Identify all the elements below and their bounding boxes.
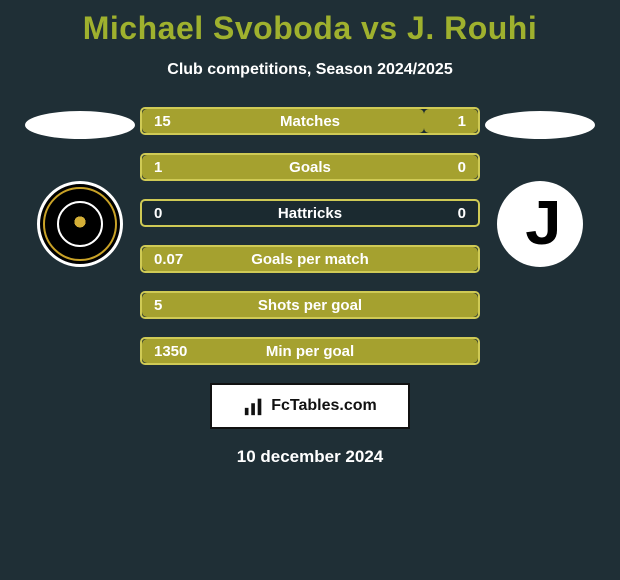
stat-row: 151Matches bbox=[140, 107, 480, 135]
bar-fill-left bbox=[142, 247, 478, 271]
club-badge-left bbox=[37, 181, 123, 267]
bar-fill-left bbox=[142, 109, 424, 133]
bar-fill-left bbox=[142, 155, 478, 179]
stat-row: 0.07Goals per match bbox=[140, 245, 480, 273]
stat-value-right: 0 bbox=[458, 159, 466, 176]
venezia-crest-icon bbox=[57, 201, 103, 247]
stat-label: Hattricks bbox=[142, 205, 478, 222]
stat-value-right: 1 bbox=[458, 113, 466, 130]
page-title: Michael Svoboda vs J. Rouhi bbox=[0, 10, 620, 47]
fctables-logo-icon bbox=[243, 395, 265, 417]
left-side bbox=[20, 107, 140, 267]
juventus-logo-icon: J bbox=[525, 193, 555, 255]
stat-row: 5Shots per goal bbox=[140, 291, 480, 319]
bar-fill-left bbox=[142, 293, 478, 317]
comparison-card: Michael Svoboda vs J. Rouhi Club competi… bbox=[0, 0, 620, 580]
player1-silhouette bbox=[25, 111, 135, 139]
stat-value-left: 5 bbox=[154, 297, 162, 314]
stat-value-left: 15 bbox=[154, 113, 171, 130]
stat-value-left: 1350 bbox=[154, 343, 187, 360]
stat-row: 0 0Hattricks bbox=[140, 199, 480, 227]
player1-name: Michael Svoboda bbox=[83, 10, 352, 46]
stat-value-right: 0 bbox=[458, 205, 466, 222]
main-area: 151Matches10Goals00Hattricks0.07Goals pe… bbox=[0, 107, 620, 365]
subtitle: Club competitions, Season 2024/2025 bbox=[0, 61, 620, 79]
stat-value-left: 0 bbox=[154, 205, 162, 222]
right-side: J bbox=[480, 107, 600, 267]
source-brand: FcTables.com bbox=[271, 397, 377, 415]
source-badge: FcTables.com bbox=[210, 383, 410, 429]
player2-silhouette bbox=[485, 111, 595, 139]
stat-row: 1350Min per goal bbox=[140, 337, 480, 365]
stat-value-left: 1 bbox=[154, 159, 162, 176]
club-badge-right: J bbox=[497, 181, 583, 267]
bar-fill-right bbox=[424, 109, 478, 133]
date-line: 10 december 2024 bbox=[0, 447, 620, 467]
stat-row: 10Goals bbox=[140, 153, 480, 181]
stats-bars: 151Matches10Goals00Hattricks0.07Goals pe… bbox=[140, 107, 480, 365]
vs-separator: vs bbox=[361, 10, 398, 46]
bar-fill-left bbox=[142, 339, 478, 363]
player2-name: J. Rouhi bbox=[407, 10, 537, 46]
stat-value-left: 0.07 bbox=[154, 251, 183, 268]
